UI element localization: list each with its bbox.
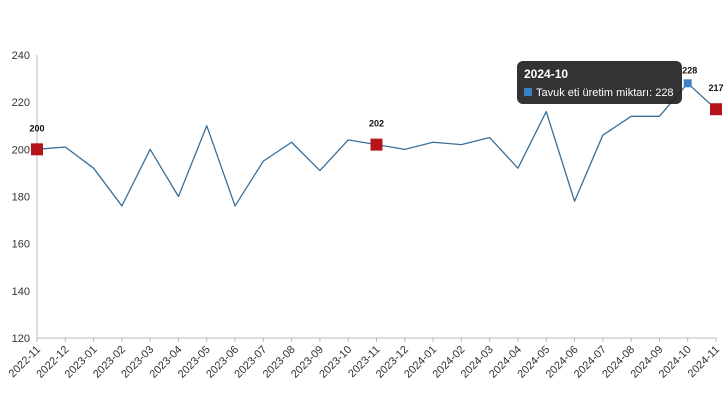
- highlight-marker: [370, 138, 383, 151]
- y-tick-label: 140: [12, 286, 30, 298]
- y-axis: 120 140 160 180 200 220 240: [12, 50, 38, 345]
- x-tick-label: 2024-11: [686, 344, 722, 380]
- tooltip-box: [517, 61, 682, 104]
- x-axis: 2022-112022-122023-012023-022023-032023-…: [7, 337, 722, 381]
- data-labels-layer: 200 202 217 228: [29, 65, 723, 133]
- data-label: 217: [708, 83, 723, 93]
- hover-data-label: 228: [682, 65, 697, 75]
- y-tick-label: 220: [12, 97, 30, 109]
- markers-layer: [31, 79, 722, 156]
- highlight-marker: [710, 103, 722, 116]
- data-label: 202: [369, 119, 384, 129]
- tooltip-title: 2024-10: [524, 67, 568, 81]
- data-label: 200: [29, 123, 44, 133]
- y-tick-label: 160: [12, 239, 30, 251]
- highlight-marker: [31, 143, 43, 156]
- tooltip-swatch: [524, 88, 532, 96]
- y-tick-label: 120: [12, 333, 30, 345]
- tooltip-text: Tavuk eti üretim miktarı: 228: [536, 87, 674, 99]
- y-tick-label: 200: [12, 144, 30, 156]
- hover-marker: [683, 79, 692, 88]
- y-tick-label: 240: [12, 50, 30, 62]
- tooltip: 2024-10 Tavuk eti üretim miktarı: 228: [517, 61, 682, 104]
- y-tick-label: 180: [12, 192, 30, 204]
